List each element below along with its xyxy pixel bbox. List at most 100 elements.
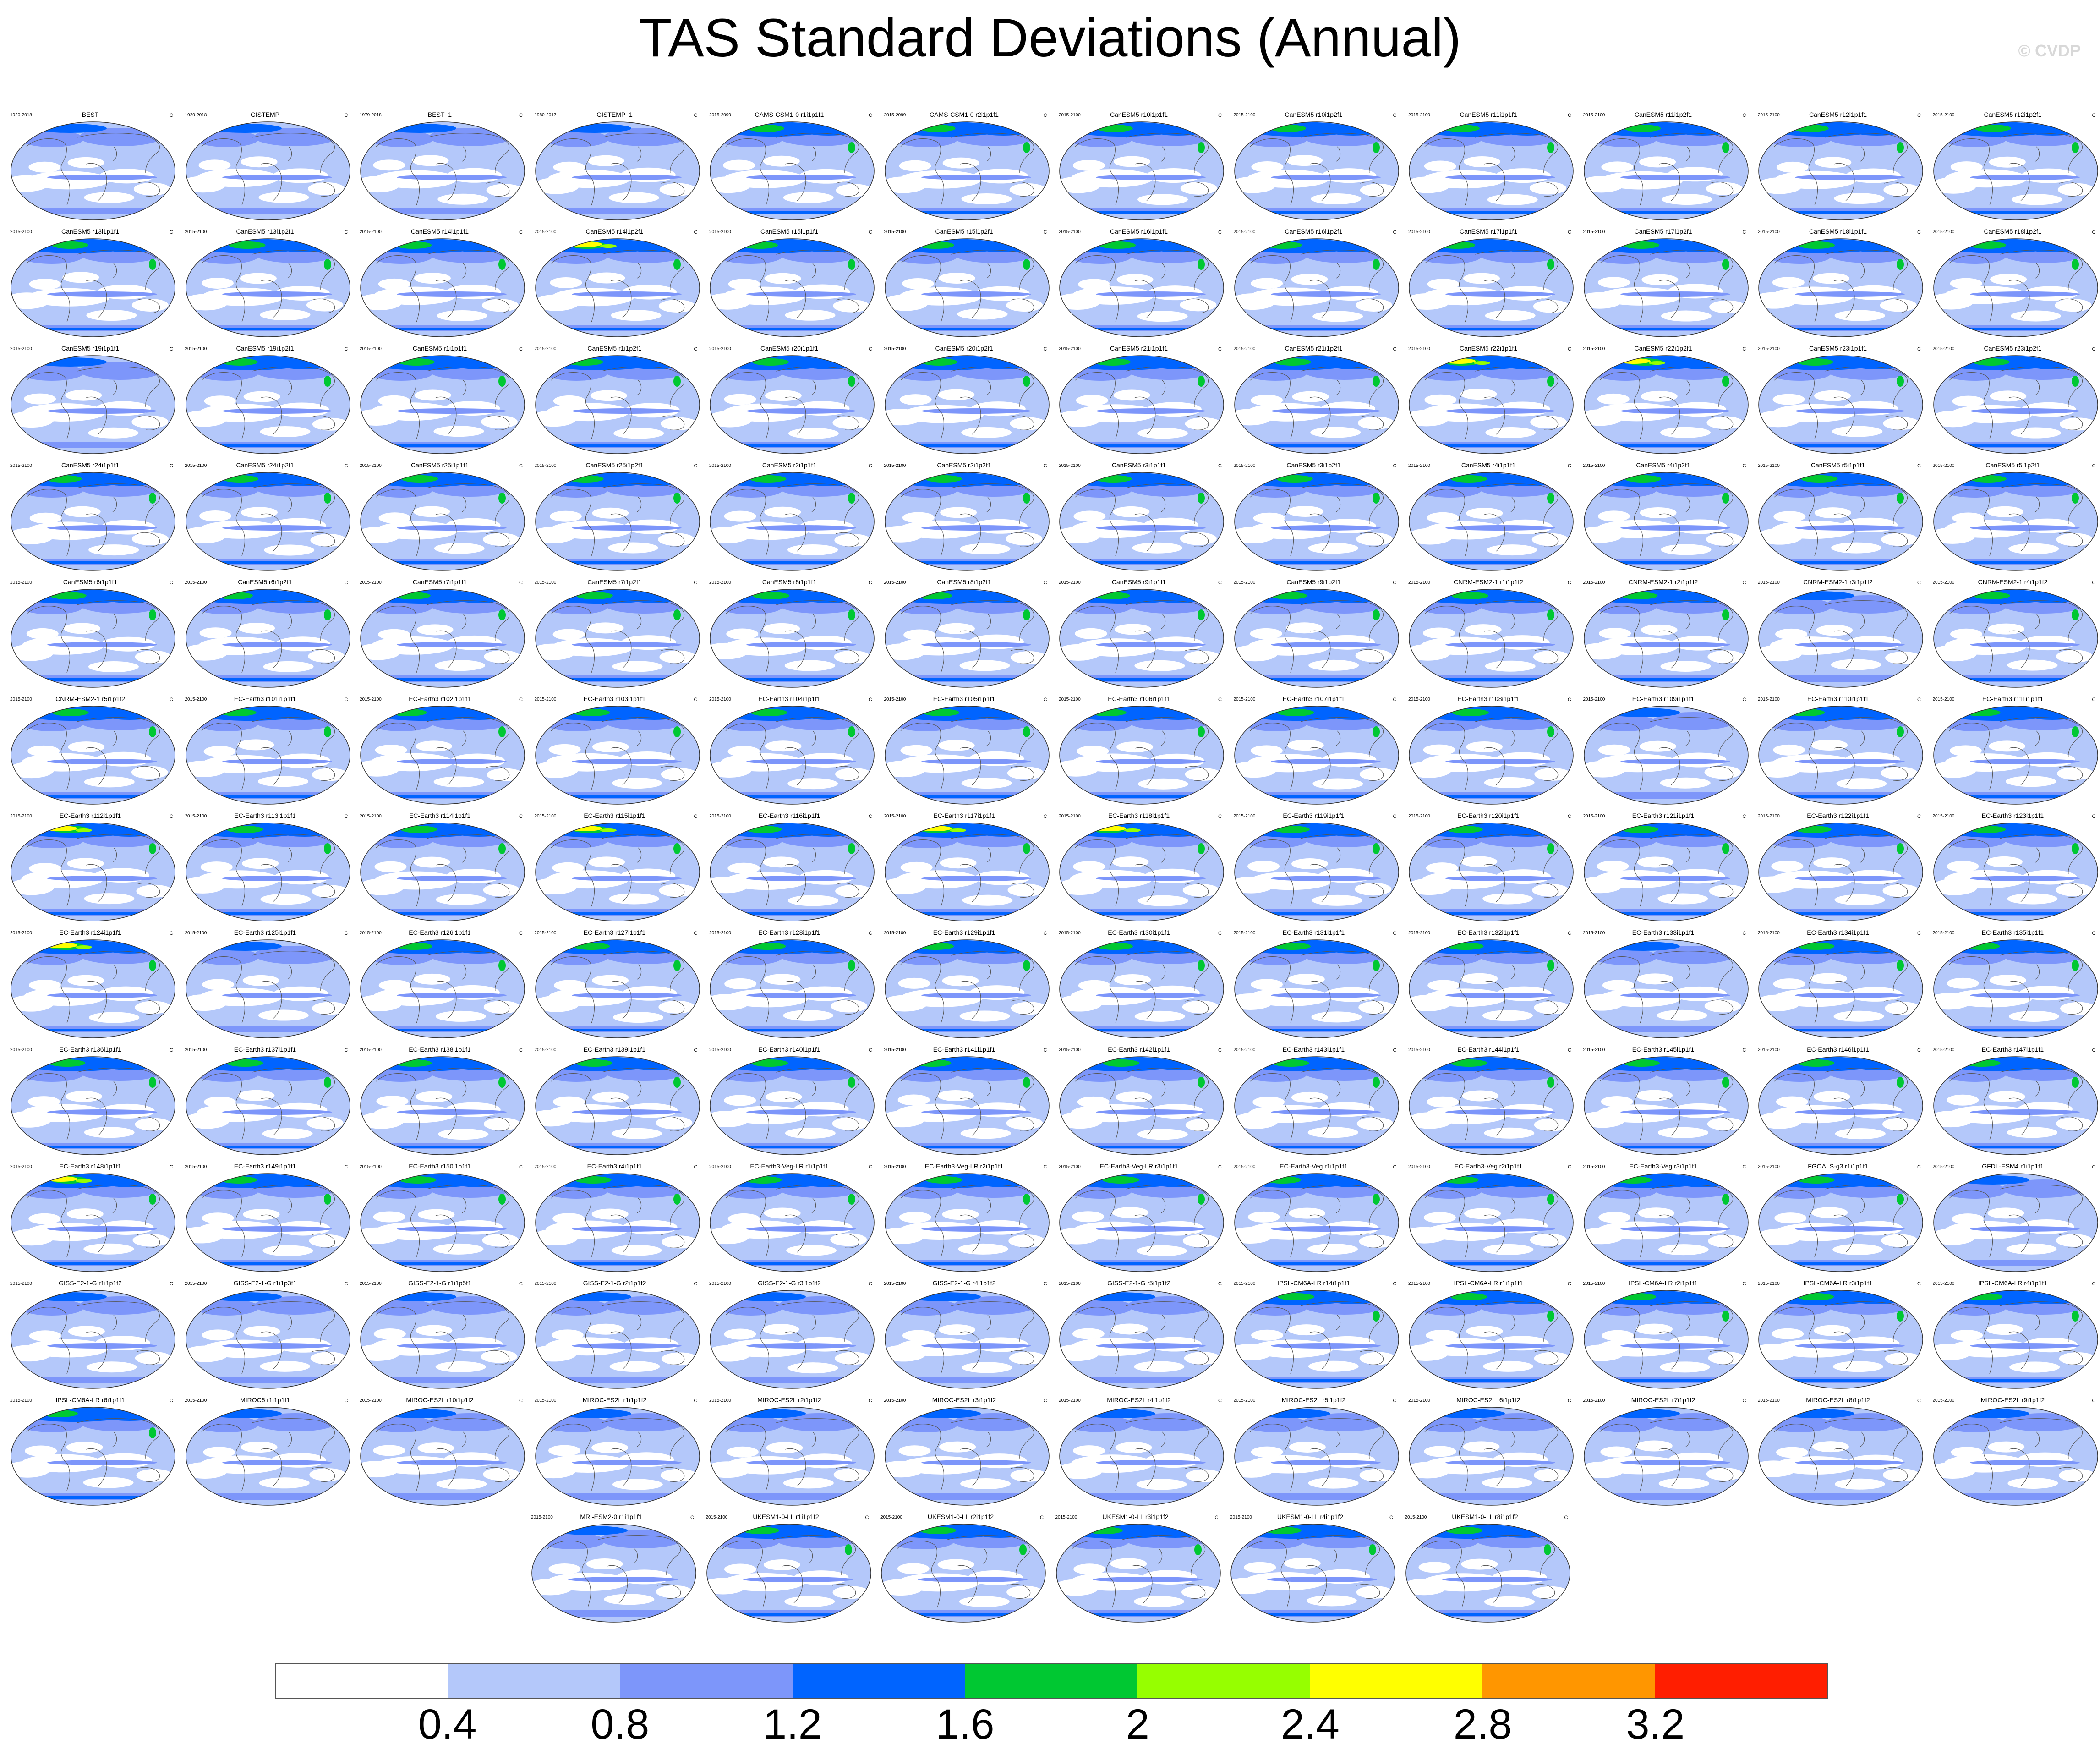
world-map — [360, 939, 525, 1038]
panel-period: 2015-2100 — [10, 230, 32, 235]
world-map — [360, 823, 525, 921]
world-map — [1234, 823, 1399, 921]
colorbar-swatch — [448, 1664, 621, 1698]
map-panel: 2015-2100 EC-Earth3 r131i1p1f1 C — [1227, 927, 1400, 1042]
panel-unit: C — [1742, 580, 1746, 586]
map-panel: 2015-2100 CanESM5 r13i1p2f1 C — [179, 226, 352, 341]
panel-title: CanESM5 r21i1p1f1 — [1110, 345, 1168, 352]
panel-period: 1980-2017 — [534, 113, 557, 118]
panel-title: EC-Earth3 r114i1p1f1 — [409, 812, 471, 819]
world-map — [1933, 823, 2098, 921]
panel-unit: C — [170, 1048, 173, 1053]
panel-unit: C — [1393, 1398, 1397, 1404]
map-panel: 2015-2100 CNRM-ESM2-1 r4i1p1f2 C — [1926, 576, 2100, 692]
panel-unit: C — [2092, 580, 2096, 586]
map-panel: 2015-2100 EC-Earth3 r117i1p1f1 C — [878, 810, 1051, 926]
panel-unit: C — [869, 697, 872, 702]
map-panel: 2015-2100 EC-Earth3-Veg r2i1p1f1 C — [1402, 1161, 1575, 1276]
panel-period: 2015-2100 — [360, 697, 382, 702]
world-map — [710, 1173, 875, 1272]
map-panel: 2015-2100 CanESM5 r9i1p1f1 C — [1052, 576, 1225, 692]
panel-period: 2015-2100 — [534, 1281, 557, 1286]
panel-unit: C — [2092, 1164, 2096, 1170]
world-map — [1583, 121, 1749, 220]
panel-unit: C — [1218, 1164, 1222, 1170]
panel-period: 2015-2100 — [1583, 346, 1605, 351]
panel-title: EC-Earth3 r109i1p1f1 — [1632, 695, 1695, 702]
panel-title: EC-Earth3 r118i1p1f1 — [1108, 812, 1170, 819]
panel-unit: C — [1393, 113, 1397, 118]
map-panel: 2015-2100 EC-Earth3 r114i1p1f1 C — [353, 810, 526, 926]
world-map — [185, 1290, 350, 1389]
panel-title: CanESM5 r25i1p2f1 — [585, 461, 644, 469]
world-map — [1583, 823, 1749, 921]
page-title: TAS Standard Deviations (Annual) — [639, 8, 1461, 68]
panel-unit: C — [1218, 463, 1222, 469]
world-map — [1059, 238, 1224, 337]
panel-title: EC-Earth3 r123i1p1f1 — [1981, 812, 2044, 819]
panel-period: 2015-2099 — [709, 113, 731, 118]
colorbar-swatch — [1482, 1664, 1655, 1698]
world-map — [1933, 1290, 2098, 1389]
world-map — [884, 355, 1050, 454]
colorbar-swatch — [276, 1664, 448, 1698]
panel-unit: C — [344, 580, 348, 586]
panel-period: 2015-2100 — [1059, 1281, 1081, 1286]
panel-unit: C — [1393, 230, 1397, 235]
world-map — [710, 823, 875, 921]
panel-title: IPSL-CM6A-LR r3i1p1f1 — [1803, 1279, 1873, 1287]
panel-period: 2015-2100 — [1059, 346, 1081, 351]
world-map — [1234, 939, 1399, 1038]
panel-title: CanESM5 r12i1p1f1 — [1809, 111, 1867, 118]
map-panel: 2015-2100 EC-Earth3 r126i1p1f1 C — [353, 927, 526, 1042]
panel-title: UKESM1-0-LL r2i1p1f2 — [927, 1513, 994, 1520]
panel-title: EC-Earth3 r131i1p1f1 — [1282, 929, 1345, 936]
panel-unit: C — [694, 1281, 698, 1287]
panel-period: 2015-2100 — [1059, 1048, 1081, 1053]
panel-period: 2015-2100 — [705, 1515, 728, 1520]
map-panel: 2015-2100 EC-Earth3-Veg r3i1p1f1 C — [1577, 1161, 1750, 1276]
panel-title: MRI-ESM2-0 r1i1p1f1 — [580, 1513, 642, 1520]
world-map — [1758, 1407, 1923, 1506]
panel-title: MIROC-ES2L r5i1p1f2 — [1281, 1396, 1346, 1404]
panel-period: 2015-2100 — [185, 1281, 207, 1286]
colorbar-swatch — [793, 1664, 965, 1698]
map-panel: 2015-2100 EC-Earth3-Veg r1i1p1f1 C — [1227, 1161, 1400, 1276]
world-map — [1234, 121, 1399, 220]
panel-title: EC-Earth3 r116i1p1f1 — [758, 812, 820, 819]
world-map — [360, 1290, 525, 1389]
world-map — [535, 1173, 700, 1272]
panel-period: 2015-2100 — [1233, 697, 1256, 702]
panel-period: 2015-2100 — [185, 1398, 207, 1403]
panel-unit: C — [519, 1398, 523, 1404]
panel-title: EC-Earth3 r120i1p1f1 — [1457, 812, 1520, 819]
panel-period: 2015-2100 — [1408, 580, 1430, 585]
colorbar-swatch — [1654, 1664, 1827, 1698]
panel-title: MIROC-ES2L r3i1p1f2 — [932, 1396, 996, 1404]
panel-title: GISTEMP_1 — [596, 111, 633, 118]
panel-unit: C — [2092, 230, 2096, 235]
world-map — [884, 823, 1050, 921]
panel-unit: C — [170, 230, 173, 235]
panel-period: 2015-2100 — [1059, 463, 1081, 468]
map-panel: 2015-2100 EC-Earth3 r130i1p1f1 C — [1052, 927, 1225, 1042]
map-panel: 2015-2100 CanESM5 r1i1p2f1 C — [528, 343, 701, 458]
panel-unit: C — [1917, 113, 1921, 118]
world-map — [1055, 1524, 1221, 1623]
panel-title: EC-Earth3 r113i1p1f1 — [234, 812, 296, 819]
panel-unit: C — [1568, 346, 1571, 352]
panel-title: EC-Earth3 r4i1p1f1 — [587, 1163, 642, 1170]
panel-title: EC-Earth3 r117i1p1f1 — [933, 812, 995, 819]
panel-period: 2015-2100 — [1233, 580, 1256, 585]
map-panel: 2015-2100 CanESM5 r5i1p1f1 C — [1751, 460, 1925, 575]
colorbar-tick-label: 1.6 — [935, 1701, 995, 1748]
panel-title: CanESM5 r23i1p1f1 — [1809, 345, 1867, 352]
panel-period: 2015-2100 — [534, 697, 557, 702]
panel-period: 2015-2100 — [360, 1048, 382, 1053]
world-map — [1059, 589, 1224, 688]
colorbar-tick-label: 0.4 — [418, 1701, 477, 1748]
panel-unit: C — [1568, 1398, 1571, 1404]
panel-unit: C — [1043, 1281, 1047, 1287]
panel-unit: C — [1742, 463, 1746, 469]
panel-period: 2015-2100 — [534, 463, 557, 468]
